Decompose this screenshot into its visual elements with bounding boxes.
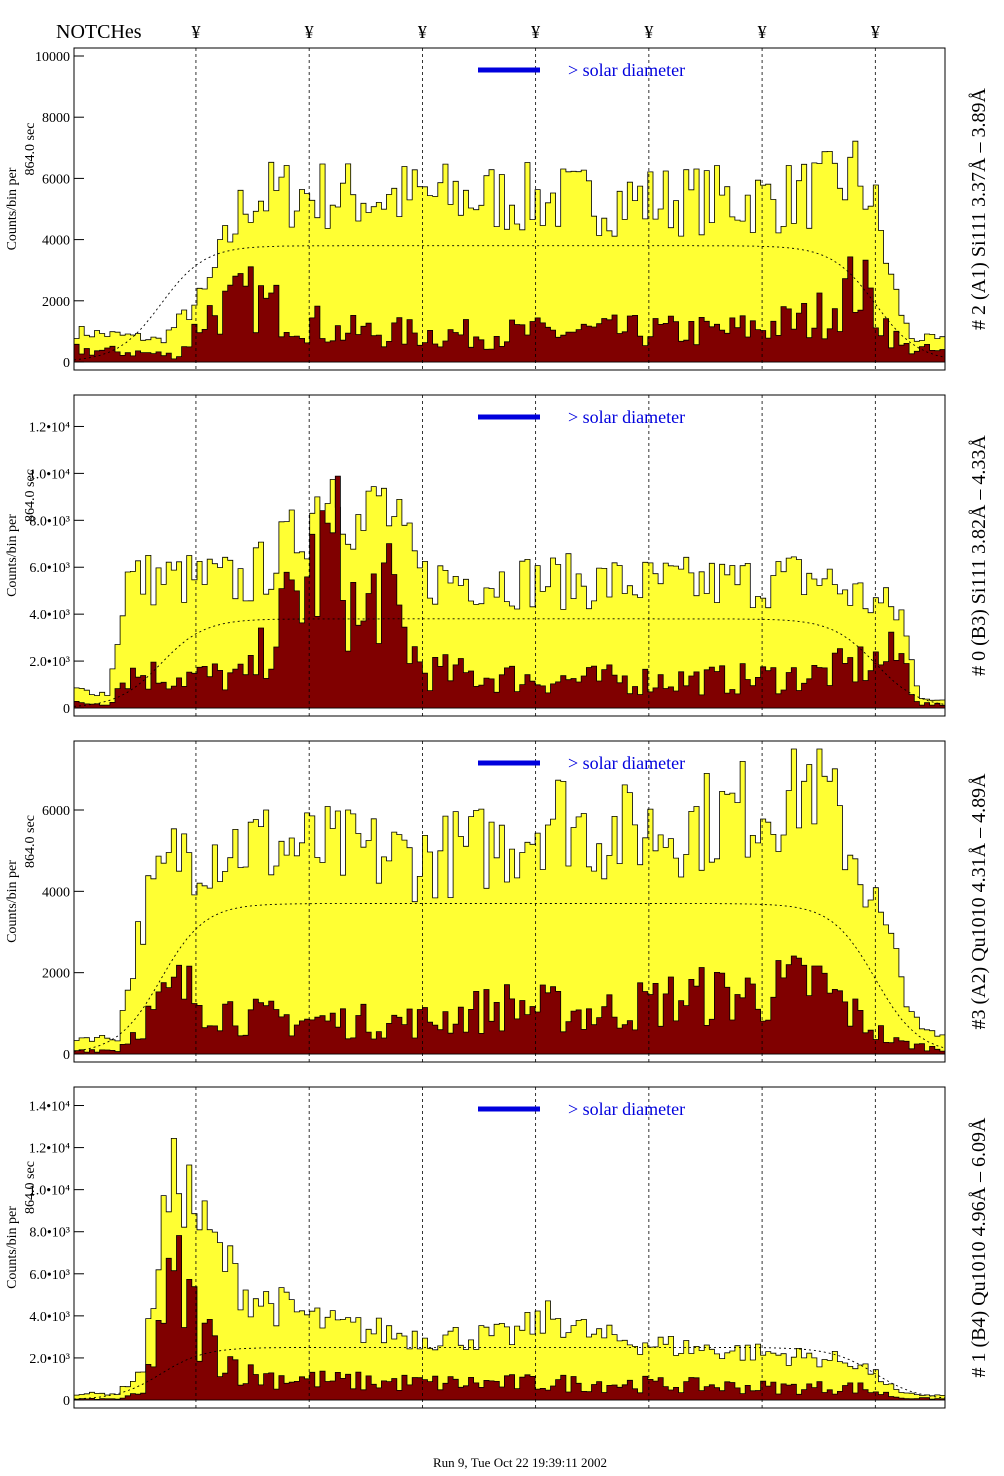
y-tick-label: 0: [63, 1048, 70, 1063]
chart-panel-1: 0 2.0•10³ 4.0•10³ 6.0•10³ 8.0•10³ 1.0•10⁴ 1.2•…: [5, 394, 990, 717]
y-axis-label-time: 864.0 sec: [23, 123, 38, 176]
chart-panel-0: 0 2000 4000 6000 8000 10000 Counts/bin per864.…: [5, 47, 990, 371]
y-tick-label: 8.0•10³: [29, 514, 70, 529]
panel-title: # 0 (B3) Si111 3.82Å – 4.33Å: [968, 435, 990, 676]
notch-symbol: ¥: [871, 22, 880, 42]
notch-symbol: ¥: [418, 22, 427, 42]
y-tick-label: 8.0•10³: [29, 1226, 70, 1241]
y-tick-label: 0: [63, 702, 70, 717]
y-tick-label: 2000: [42, 295, 70, 310]
notch-symbol: ¥: [531, 22, 540, 42]
notch-symbol: ¥: [758, 22, 767, 42]
histogram-total: [73, 748, 946, 1055]
histogram-subset: [73, 955, 946, 1055]
histogram-subset: [73, 1235, 946, 1401]
y-tick-label: 6.0•10³: [29, 1268, 70, 1283]
histogram-subset: [73, 475, 946, 709]
y-axis-label-counts: Counts/bin per: [5, 860, 20, 943]
envelope-curve: [73, 245, 946, 361]
y-tick-label: 0: [63, 356, 70, 371]
plot-frame: [73, 1086, 946, 1409]
plot-frame: [73, 740, 946, 1063]
y-tick-label: 8000: [42, 111, 70, 126]
solar-diameter-label: > solar diameter: [568, 60, 685, 80]
y-tick-label: 2.0•10³: [29, 655, 70, 670]
panel-title: #3 (A2) Qu1010 4.31Å – 4.89Å: [968, 773, 990, 1030]
run-footer: Run 9, Tue Oct 22 19:39:11 2002: [433, 1455, 607, 1470]
plot-frame: [73, 47, 946, 371]
solar-diameter-label: > solar diameter: [568, 753, 685, 773]
y-tick-label: 0: [63, 1394, 70, 1409]
y-axis-label-time: 864.0 sec: [23, 469, 38, 522]
histogram-subset: [73, 256, 946, 363]
y-tick-label: 1.0•10⁴: [29, 1184, 70, 1199]
notch-symbol: ¥: [644, 22, 653, 42]
y-tick-label: 1.2•10⁴: [29, 1142, 70, 1157]
y-axis-label-counts: Counts/bin per: [5, 167, 20, 250]
panel-title: # 1 (B4) Qu1010 4.96Å – 6.09Å: [968, 1117, 990, 1378]
y-tick-label: 2000: [42, 967, 70, 982]
y-tick-label: 6000: [42, 172, 70, 187]
panel-title: # 2 (A1) Si111 3.37Å – 3.89Å: [968, 88, 990, 330]
chart-panel-3: 0 2.0•10³ 4.0•10³ 6.0•10³ 8.0•10³ 1.0•10⁴ 1.2•…: [5, 1086, 990, 1409]
envelope-curve: [73, 903, 946, 1052]
y-tick-label: 4000: [42, 885, 70, 900]
y-tick-label: 10000: [35, 50, 70, 65]
y-tick-label: 4.0•10³: [29, 608, 70, 623]
y-axis-label-counts: Counts/bin per: [5, 514, 20, 597]
notch-label: NOTCHes: [56, 21, 142, 43]
solar-diameter-label: > solar diameter: [568, 407, 685, 427]
solar-diameter-label: > solar diameter: [568, 1099, 685, 1119]
y-tick-label: 4000: [42, 234, 70, 249]
y-axis-label-time: 864.0 sec: [23, 1161, 38, 1214]
y-tick-label: 1.0•10⁴: [29, 467, 70, 482]
y-tick-label: 1.4•10⁴: [29, 1100, 70, 1115]
y-tick-label: 2.0•10³: [29, 1352, 70, 1367]
y-tick-label: 1.2•10⁴: [29, 420, 70, 435]
y-tick-label: 6000: [42, 804, 70, 819]
envelope-curve: [73, 1346, 946, 1400]
notch-symbol: ¥: [191, 22, 200, 42]
envelope-curve: [73, 618, 946, 707]
y-axis-label-counts: Counts/bin per: [5, 1206, 20, 1289]
y-tick-label: 4.0•10³: [29, 1310, 70, 1325]
notch-markers: ¥ ¥ ¥ ¥ ¥ ¥ ¥: [191, 22, 879, 42]
y-tick-label: 6.0•10³: [29, 561, 70, 576]
histogram-total: [73, 1138, 946, 1401]
plot-frame: [73, 394, 946, 717]
y-axis-label-time: 864.0 sec: [23, 815, 38, 868]
histogram-total: [73, 140, 946, 363]
notch-symbol: ¥: [305, 22, 314, 42]
